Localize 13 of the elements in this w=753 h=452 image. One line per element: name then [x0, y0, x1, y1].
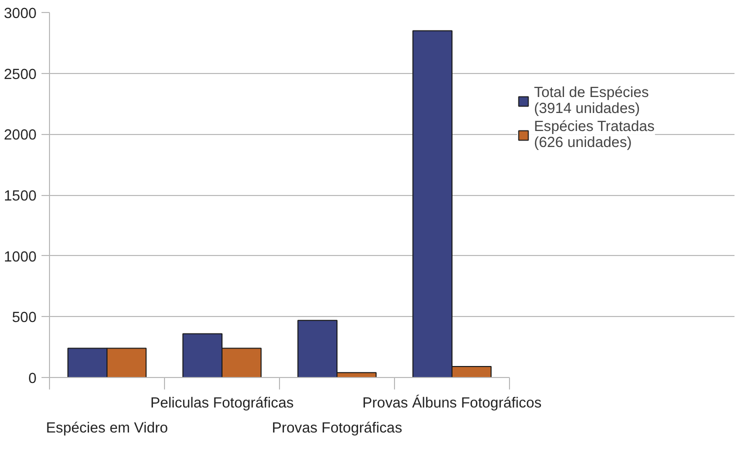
- y-tick-label: 2500: [4, 66, 37, 83]
- y-tick-label: 3000: [4, 6, 37, 22]
- x-tick-label: Provas Fotográficas: [272, 420, 402, 436]
- y-tick-label: 0: [28, 371, 37, 387]
- y-tick-label: 1500: [4, 188, 37, 204]
- legend-label: Total de Espécies (3914 unidades): [534, 84, 649, 117]
- y-tick-label: 2000: [4, 128, 37, 144]
- x-tick-label: Peliculas Fotográficas: [150, 396, 294, 412]
- y-tick-label: 500: [12, 310, 37, 326]
- y-tick-label: 1000: [4, 249, 37, 266]
- x-tick-label: Provas Álbuns Fotográficos: [362, 394, 542, 412]
- x-tick-label: Espécies em Vidro: [46, 420, 168, 436]
- legend-label: Espécies Tratadas (626 unidades): [534, 118, 655, 151]
